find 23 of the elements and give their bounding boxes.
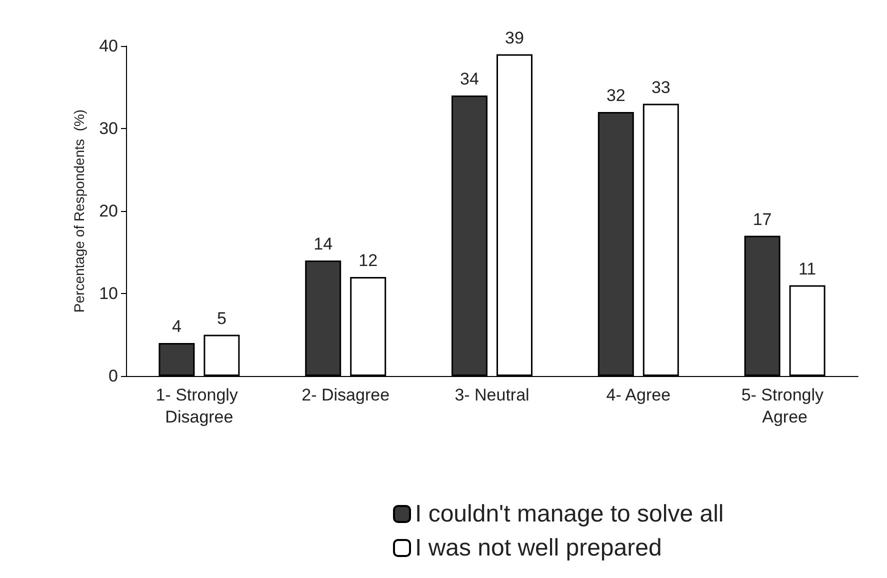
- y-tick-label: 40: [99, 36, 118, 56]
- x-tick-label: 1- Strongly Disagree: [156, 386, 243, 426]
- data-label: 34: [460, 70, 479, 88]
- legend-label: I couldn't manage to solve all: [415, 500, 724, 528]
- x-tick-label: 2- Disagree: [302, 386, 390, 404]
- data-label: 5: [216, 308, 226, 328]
- y-tick-label: 10: [99, 284, 118, 303]
- data-label: 4: [172, 317, 182, 336]
- data-label: 12: [358, 251, 378, 270]
- x-tick-label: 4- Agree: [606, 386, 671, 404]
- y-tick-label: 0: [108, 366, 118, 386]
- data-label: 11: [798, 259, 816, 278]
- data-label: 14: [314, 234, 333, 254]
- legend-label: I was not well prepared: [415, 534, 662, 562]
- data-label: 33: [651, 78, 670, 97]
- y-tick-label: 30: [99, 119, 118, 138]
- y-axis-title: Percentage of Respondents (%): [71, 109, 87, 313]
- x-tick-label: 5- Strongly Agree: [741, 386, 828, 426]
- x-tick-label: 3- Neutral: [454, 386, 530, 404]
- data-label: 17: [752, 210, 772, 229]
- y-tick-label: 20: [99, 202, 118, 220]
- data-label: 32: [606, 86, 626, 105]
- data-label: 39: [505, 28, 524, 48]
